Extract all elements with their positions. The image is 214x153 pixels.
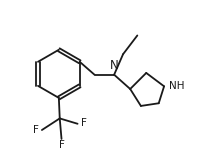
Text: N: N	[110, 59, 119, 72]
Text: F: F	[33, 125, 39, 135]
Text: NH: NH	[169, 81, 184, 91]
Text: F: F	[81, 118, 87, 128]
Text: F: F	[59, 140, 64, 150]
